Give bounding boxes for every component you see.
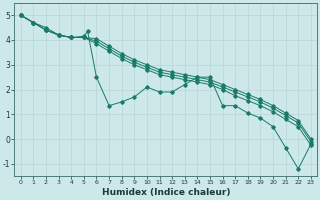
X-axis label: Humidex (Indice chaleur): Humidex (Indice chaleur) [101, 188, 230, 197]
